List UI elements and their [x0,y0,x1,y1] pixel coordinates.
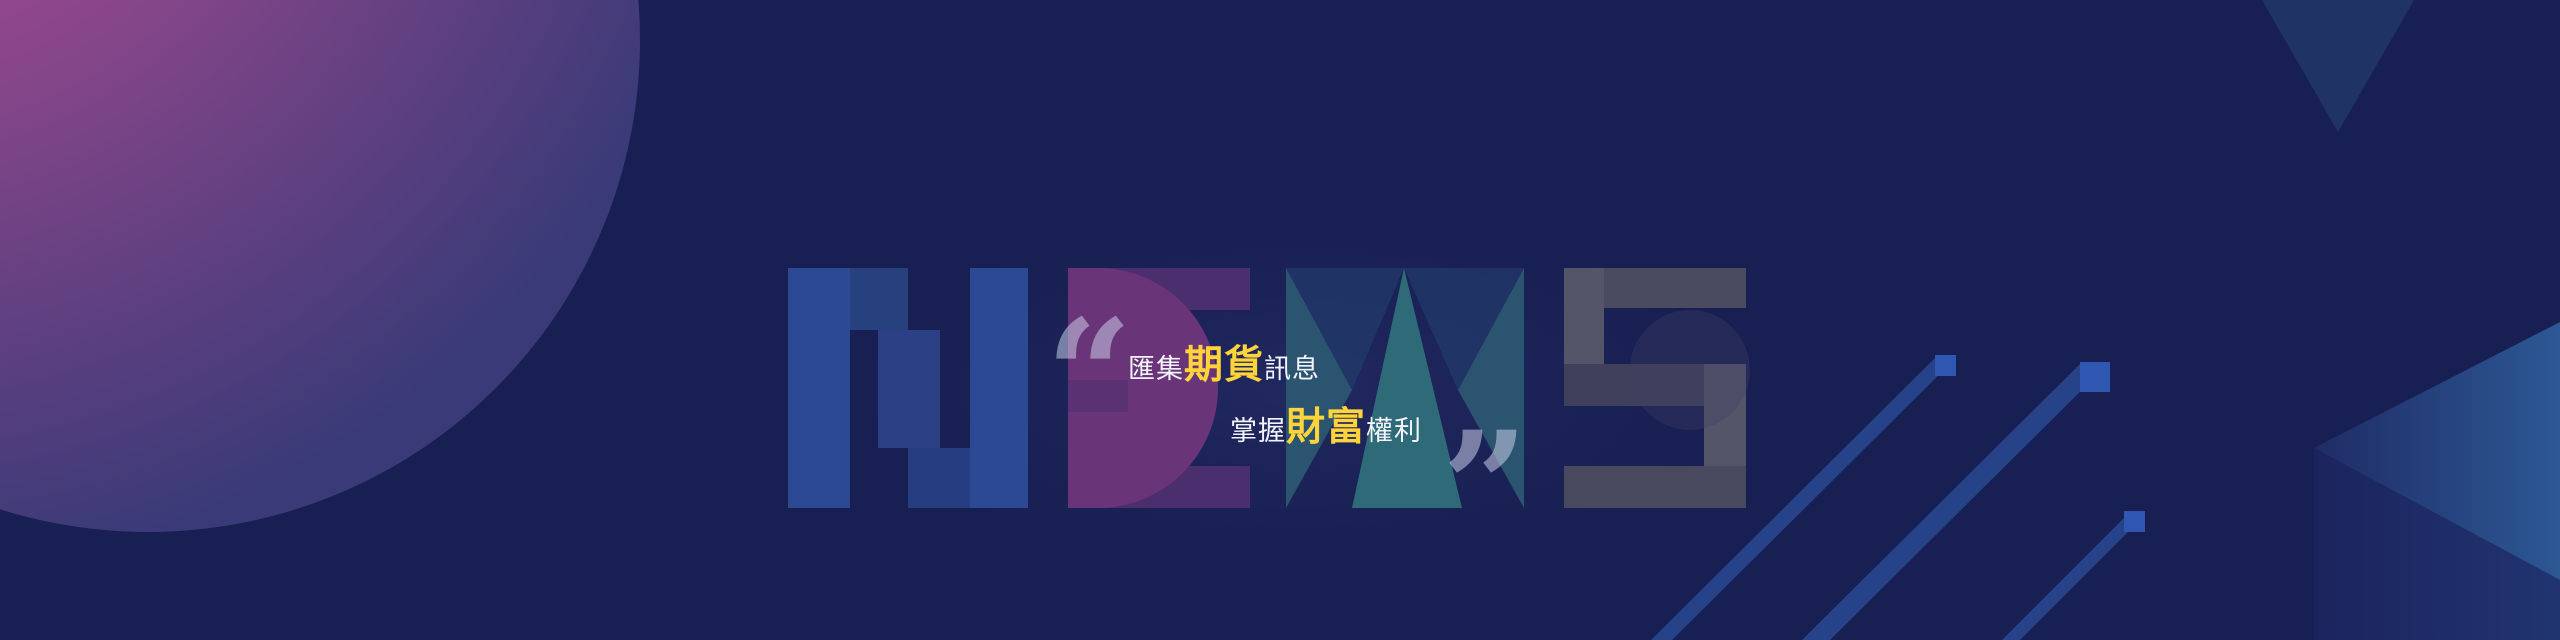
slogan-line-1: 匯集期貨訊息 [1128,338,1320,394]
diagonal-stripes [1651,358,2144,640]
slogan-line-1-emphasis: 期貨 [1184,343,1265,388]
pink-circle [0,0,640,532]
right-triangle [2314,322,2560,580]
slogan-line-2-pre: 掌握 [1230,416,1286,447]
quote-close-icon: ” [1442,399,1529,575]
slogan-line-1-pre: 匯集 [1128,354,1184,385]
letter-w [1286,268,1524,508]
top-triangle [2262,0,2414,132]
letter-e [1068,268,1250,508]
slogan-line-2-post: 權利 [1366,416,1423,447]
letter-n [788,268,1028,508]
stripe-caps [1935,355,2145,532]
slogan-line-2: 掌握財富權利 [1230,400,1422,456]
slogan-line-1-post: 訊息 [1264,354,1321,385]
letter-s [1564,268,1750,508]
slogan-line-2-emphasis: 財富 [1286,405,1367,450]
quote-open-icon: “ [1046,287,1133,463]
right-triangle-lower [2314,448,2560,640]
